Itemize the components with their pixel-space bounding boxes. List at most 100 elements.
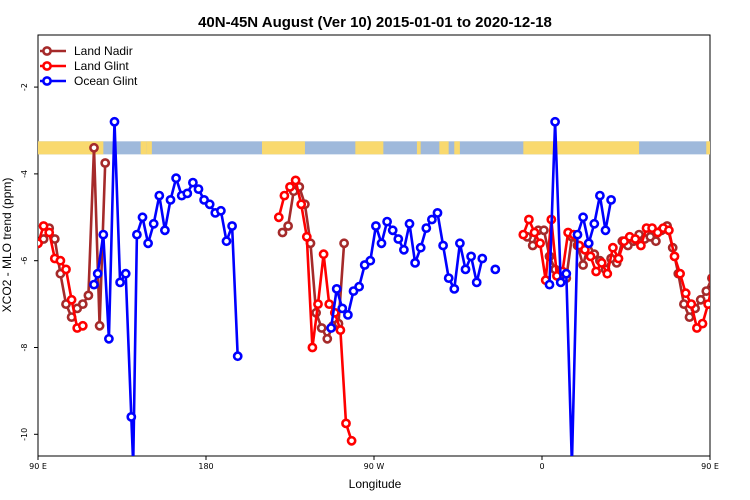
land-ocean-band <box>38 141 710 155</box>
data-point-land-glint <box>708 274 710 282</box>
data-point-ocean-glint <box>115 277 125 288</box>
data-point-ocean-glint <box>143 238 153 249</box>
data-point-ocean-glint <box>426 214 437 225</box>
data-point-ocean-glint <box>393 234 404 244</box>
x-axis-label: Longitude <box>349 477 402 491</box>
data-point-land-nadir <box>725 159 732 166</box>
series-line-ocean-glint <box>92 120 239 456</box>
data-point-land-glint <box>55 255 66 266</box>
data-point-land-nadir <box>100 158 111 168</box>
data-point-ocean-glint <box>490 264 501 275</box>
series-ocean-glint <box>89 116 616 468</box>
axis-ticks: 90 E 180 90 W 0 90 E -2 -4 -6 -8 -10 <box>20 83 719 471</box>
land-band-segment <box>146 141 152 155</box>
data-point-land-nadir <box>283 221 293 231</box>
data-point-ocean-glint <box>148 218 159 229</box>
chart-title: 40N-45N August (Ver 10) 2015-01-01 to 20… <box>198 14 552 31</box>
y-tick-label: -8 <box>20 344 29 352</box>
data-point-land-glint <box>613 253 624 264</box>
series-layer <box>38 116 732 468</box>
data-point-land-glint <box>341 418 351 429</box>
data-point-ocean-glint <box>159 225 170 236</box>
data-point-land-glint <box>324 299 335 309</box>
land-band-segment <box>262 141 305 155</box>
data-point-land-glint <box>66 294 77 305</box>
data-point-ocean-glint <box>215 205 226 216</box>
data-point-ocean-glint <box>382 216 392 227</box>
data-point-ocean-glint <box>182 188 193 199</box>
data-point-ocean-glint <box>154 190 165 201</box>
data-point-land-glint <box>591 266 601 277</box>
data-point-land-glint <box>608 242 618 253</box>
data-point-land-nadir <box>695 294 706 305</box>
data-point-land-nadir <box>277 227 288 238</box>
data-point-ocean-glint <box>415 242 426 253</box>
data-point-land-glint <box>38 221 49 231</box>
land-band-segment <box>706 141 710 155</box>
data-point-land-glint <box>697 318 708 329</box>
data-point-ocean-glint <box>544 279 555 290</box>
data-point-ocean-glint <box>187 177 198 188</box>
legend-marker-land-nadir <box>42 46 52 56</box>
data-point-ocean-glint <box>98 229 109 240</box>
land-band-segment <box>439 141 449 155</box>
data-point-land-glint <box>716 413 723 420</box>
series-line-ocean-glint <box>329 211 484 329</box>
data-point-ocean-glint <box>398 244 409 255</box>
data-point-land-glint <box>296 199 307 210</box>
land-band-segment <box>454 141 460 155</box>
legend-marker-ocean-glint <box>42 76 52 86</box>
data-point-land-glint <box>301 231 312 242</box>
data-point-ocean-glint <box>232 351 243 362</box>
land-band-segment <box>140 141 147 155</box>
data-point-land-nadir <box>316 323 327 333</box>
data-point-land-glint <box>535 238 545 249</box>
x-tick-label: 90 E <box>29 462 47 471</box>
land-band-segment <box>416 141 421 155</box>
data-point-ocean-glint <box>438 240 448 251</box>
data-point-land-glint <box>664 225 674 236</box>
y-tick-label: -4 <box>20 170 29 178</box>
data-point-ocean-glint <box>561 268 572 279</box>
data-point-ocean-glint <box>404 218 415 229</box>
data-point-ocean-glint <box>376 238 387 249</box>
data-point-land-glint <box>273 212 284 223</box>
data-point-ocean-glint <box>606 194 616 205</box>
data-point-land-nadir <box>651 236 661 247</box>
y-axis-label: XCO2 - MLO trend (ppm) <box>0 178 14 313</box>
data-point-ocean-glint <box>550 116 560 127</box>
x-tick-label: 90 W <box>364 462 385 471</box>
data-point-ocean-glint <box>449 283 460 294</box>
data-point-land-glint <box>524 214 534 225</box>
data-point-ocean-glint <box>466 251 476 262</box>
y-tick-label: -2 <box>20 83 29 91</box>
data-point-land-nadir <box>83 290 94 301</box>
data-point-ocean-glint <box>387 225 398 236</box>
data-point-ocean-glint <box>421 223 432 233</box>
data-point-ocean-glint <box>454 238 465 249</box>
data-point-land-glint <box>703 299 710 309</box>
x-tick-label: 180 <box>198 462 213 471</box>
data-point-land-glint <box>290 175 301 186</box>
data-point-ocean-glint <box>555 277 566 288</box>
data-point-land-glint <box>307 342 318 353</box>
data-point-ocean-glint <box>337 303 348 314</box>
data-point-ocean-glint <box>477 253 488 264</box>
data-point-ocean-glint <box>568 461 575 468</box>
data-point-ocean-glint <box>221 236 232 247</box>
data-point-land-glint <box>44 227 55 238</box>
data-point-ocean-glint <box>193 184 204 194</box>
data-point-ocean-glint <box>460 264 471 275</box>
data-point-land-glint <box>61 264 71 275</box>
data-point-ocean-glint <box>165 194 176 205</box>
legend-label-land-glint: Land Glint <box>74 59 129 73</box>
data-point-ocean-glint <box>104 333 114 344</box>
data-point-land-glint <box>669 251 680 262</box>
data-point-land-glint <box>318 249 329 260</box>
data-point-ocean-glint <box>443 273 454 283</box>
data-point-ocean-glint <box>331 283 342 294</box>
data-point-land-glint <box>686 299 697 309</box>
data-point-ocean-glint <box>600 225 611 236</box>
